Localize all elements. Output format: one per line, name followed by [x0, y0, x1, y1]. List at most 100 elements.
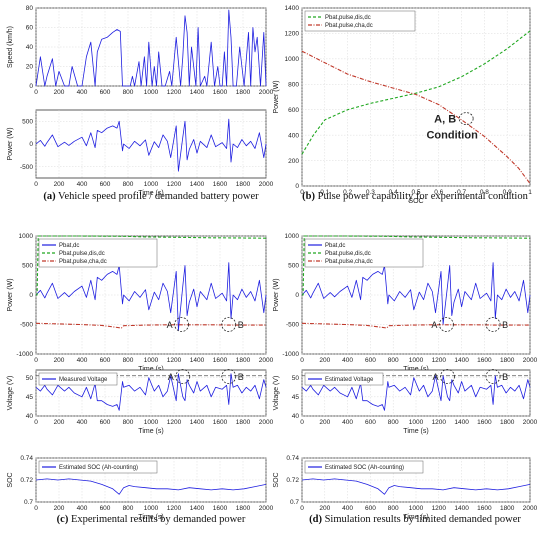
- chart-a2: 0 200 400 600 800 1000 1200 1400 1600 1800 2000 -50…: [7, 109, 274, 197]
- y-axis-label: Power (W): [273, 80, 280, 113]
- x-tick-label: 1800: [500, 505, 515, 512]
- chart-d2: 0 200 400 600 800 1000 1200 1400 1600 1800 2000 40 4…: [273, 369, 538, 435]
- x-tick-label: 1400: [454, 357, 469, 364]
- y-tick-label: 60: [26, 25, 34, 32]
- x-tick-label: 1600: [213, 89, 228, 96]
- x-tick-label: 0: [34, 89, 38, 96]
- x-tick-label: 1800: [236, 419, 251, 426]
- annotation-marker: [440, 369, 455, 384]
- x-tick-label: 0: [34, 419, 38, 426]
- y-axis-label: Speed (km/h): [7, 26, 14, 68]
- y-tick-label: 40: [292, 413, 300, 420]
- caption-text: Experimental results by demanded power: [68, 514, 245, 525]
- y-tick-label: 20: [26, 64, 34, 71]
- x-axis-label: Time (s): [403, 366, 428, 373]
- x-tick-label: 1000: [144, 419, 159, 426]
- y-tick-label: 0: [295, 183, 299, 190]
- x-tick-label: 200: [54, 505, 65, 512]
- x-tick-label: 1800: [236, 357, 251, 364]
- chart-c2: 0 200 400 600 800 1000 1200 1400 1600 1800 2000 40 4…: [7, 369, 274, 435]
- caption-text: Simulation results by limited demanded p…: [322, 514, 521, 525]
- series-line-0: [35, 262, 267, 331]
- y-tick-label: -500: [286, 322, 299, 329]
- x-tick-label: 200: [54, 419, 65, 426]
- y-tick-label: 500: [288, 263, 299, 270]
- x-tick-label: 0.6: [434, 189, 443, 196]
- chart-a1: 0 200 400 600 800 1000 1200 1400 1600 1800 2000 0 20…: [7, 5, 274, 96]
- annotation-marker: [485, 317, 501, 332]
- x-tick-label: 1200: [167, 419, 182, 426]
- x-tick-label: 600: [100, 505, 111, 512]
- y-tick-label: 0: [29, 292, 33, 299]
- x-tick-label: 1600: [213, 419, 228, 426]
- series-line-0: [35, 478, 267, 495]
- x-tick-label: 0.7: [457, 189, 466, 196]
- x-tick-label: 1000: [144, 357, 159, 364]
- y-tick-label: 0.7: [24, 499, 33, 506]
- annotation-label: Condition: [426, 130, 478, 142]
- x-tick-label: 400: [77, 505, 88, 512]
- x-tick-label: 2000: [259, 357, 274, 364]
- x-tick-label: 1000: [144, 89, 159, 96]
- x-tick-label: 1200: [432, 505, 447, 512]
- x-tick-label: 1800: [500, 357, 515, 364]
- series-line-2: [35, 322, 266, 329]
- y-tick-label: 40: [26, 413, 34, 420]
- x-tick-label: 1200: [167, 505, 182, 512]
- legend-entry: Estimated SOC (Ah-counting): [325, 465, 404, 471]
- x-tick-label: 1: [528, 189, 532, 196]
- x-tick-label: 1200: [432, 419, 447, 426]
- y-axis-label: SOC: [273, 472, 280, 487]
- x-tick-label: 1200: [167, 181, 182, 188]
- y-tick-label: -500: [20, 322, 33, 329]
- chart-b: 0 0.1 0.2 0.3 0.4 0.5 0.6 0.7 0.8 0.9 1 0 200 400 600 8…: [273, 5, 532, 205]
- x-tick-label: 0: [300, 505, 304, 512]
- y-tick-label: 0.72: [20, 477, 33, 484]
- x-tick-label: 600: [365, 419, 376, 426]
- legend-box: [304, 10, 416, 32]
- legend-box: [38, 460, 158, 474]
- legend-entry: Pbat,pulse,cha,dc: [59, 259, 107, 265]
- x-tick-label: 1400: [454, 419, 469, 426]
- x-tick-label: 1200: [167, 357, 182, 364]
- x-tick-label: 400: [342, 419, 353, 426]
- caption-label: (c): [57, 514, 69, 525]
- caption-label: (d): [309, 514, 322, 525]
- x-tick-label: 1800: [236, 181, 251, 188]
- x-tick-label: 1400: [190, 419, 205, 426]
- y-tick-label: 600: [288, 107, 299, 114]
- x-tick-label: 0.3: [366, 189, 375, 196]
- x-tick-label: 1000: [144, 505, 159, 512]
- legend-box: [304, 460, 424, 474]
- x-tick-label: 1400: [190, 357, 205, 364]
- x-tick-label: 1400: [190, 89, 205, 96]
- x-tick-label: 200: [54, 181, 65, 188]
- x-tick-label: 0.4: [389, 189, 398, 196]
- legend-entry: Pbat,pulse,cha,dc: [325, 259, 373, 265]
- x-tick-label: 1600: [213, 181, 228, 188]
- legend-entry: Pbat,pulse,dis,dc: [325, 251, 371, 257]
- x-tick-label: 2000: [259, 89, 274, 96]
- x-tick-label: 2000: [259, 505, 274, 512]
- y-tick-label: 500: [22, 119, 33, 126]
- annotation-label: B: [502, 372, 508, 382]
- annotation-marker: [438, 317, 454, 332]
- x-axis-label: Time (s): [403, 428, 428, 435]
- y-tick-label: 80: [26, 5, 34, 12]
- y-tick-label: 0: [295, 292, 299, 299]
- legend-entry: Pbat,dc: [59, 243, 79, 249]
- x-tick-label: 400: [77, 419, 88, 426]
- series-line-0: [301, 478, 531, 495]
- y-axis-label: Power (W): [273, 278, 280, 311]
- series-line-0: [301, 262, 531, 325]
- x-tick-label: 800: [123, 357, 134, 364]
- x-tick-label: 200: [54, 357, 65, 364]
- x-tick-label: 800: [123, 419, 134, 426]
- caption-label: (a): [43, 191, 56, 202]
- x-tick-label: 1000: [144, 181, 159, 188]
- x-tick-label: 800: [123, 181, 134, 188]
- series-line-0: [35, 9, 267, 87]
- x-tick-label: 0.9: [503, 189, 512, 196]
- x-tick-label: 400: [77, 181, 88, 188]
- x-tick-label: 600: [100, 419, 111, 426]
